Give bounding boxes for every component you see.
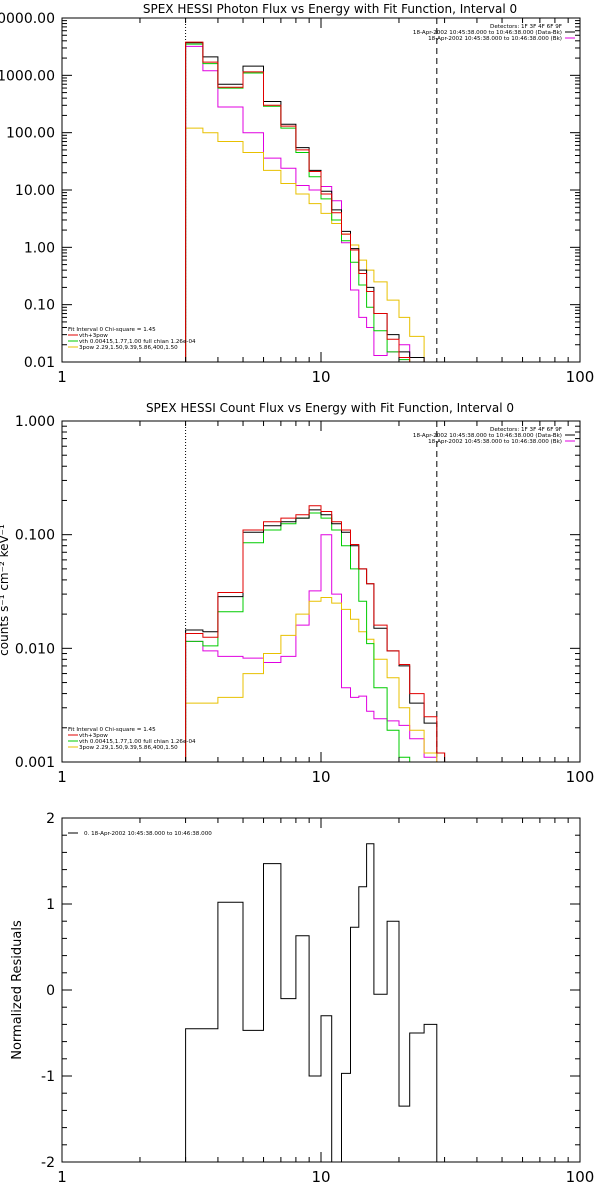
legend-right-entry: 18-Apr-2002 10:45:38.000 to 10:46:38.000…: [413, 30, 562, 36]
legend-left-entry: vth+3pow: [79, 733, 108, 739]
series-total-line: [185, 41, 425, 362]
legend-left-entry: 0. 18-Apr-2002 10:45:38.000 to 10:46:38.…: [84, 831, 212, 837]
y-tick-label: 0.01: [24, 355, 55, 371]
count-flux-panel: SPEX HESSI Count Flux vs Energy with Fit…: [0, 401, 594, 786]
x-tick-label: 100: [566, 768, 595, 786]
legend-left-entry: vth 0.00415,1.77,1.00 full chian 1.26e-0…: [79, 739, 196, 745]
y-tick-label: 0: [46, 983, 55, 999]
y-tick-label: -1: [41, 1069, 55, 1085]
x-tick-label: 10: [311, 1168, 330, 1186]
count-flux-ylabel: counts s⁻¹ cm⁻² keV⁻¹: [0, 524, 11, 656]
legend-left-entry: 3pow 2.29,1.50,9.39,5.86,400,1.50: [79, 745, 178, 751]
x-tick-label: 100: [566, 368, 595, 386]
legend-left-entry: vth 0.00415,1.77,1.00 full chian 1.26e-0…: [79, 339, 196, 345]
legend-left-entry: Fit Interval 0 Chi-square = 1.45: [68, 327, 156, 333]
residuals-panel: Normalized Residuals 1 10 100 -2 -1 0 1 2 0. 18-…: [10, 811, 594, 1186]
y-tick-label: 0000.00: [0, 11, 55, 27]
y-tick-label: 1000.00: [0, 68, 55, 84]
legend-left-entry: vth+3pow: [79, 333, 108, 339]
y-tick-label: 1.000: [15, 414, 55, 430]
y-tick-label: 0.001: [15, 755, 55, 771]
series-total-line: [185, 505, 446, 762]
x-tick-label: 10: [311, 368, 330, 386]
legend-left-entry: 3pow 2.29,1.50,9.39,5.86,400,1.50: [79, 345, 178, 351]
series-powerlaw-line: [185, 597, 446, 762]
photon-flux-title: SPEX HESSI Photon Flux vs Energy with Fi…: [143, 2, 517, 16]
series-data-line: [185, 843, 438, 1162]
y-tick-label: 0.100: [15, 528, 55, 544]
series-layer: [185, 505, 446, 762]
x-tick-label: 1: [57, 368, 67, 386]
count-flux-plot-area: 1 10 100 0.001 0.010 0.100 1.000 Detectors: 1F …: [15, 414, 594, 786]
y-tick-label: 1.00: [24, 240, 55, 256]
legend-left-entry: Fit Interval 0 Chi-square = 1.45: [68, 727, 156, 733]
residuals-plot-area: 1 10 100 -2 -1 0 1 2 0. 18-Apr-2002 10:45:38.000…: [41, 811, 594, 1186]
photon-flux-plot-area: 1 10 100 0.01 0.10 1.00 10.00 100.00 1000.00 0000…: [0, 11, 594, 386]
y-tick-label: 0.010: [15, 641, 55, 657]
y-tick-label: -2: [41, 1155, 55, 1171]
photon-flux-panel: SPEX HESSI Photon Flux vs Energy with Fi…: [0, 2, 594, 386]
legend-right-entry: Detectors: 1F 3F 4F 6F 9F: [490, 24, 562, 30]
y-tick-label: 1: [46, 897, 55, 913]
count-flux-title: SPEX HESSI Count Flux vs Energy with Fit…: [146, 401, 514, 415]
y-tick-label: 100.00: [6, 126, 55, 142]
legend-right-entry: 18-Apr-2002 10:45:38.000 to 10:46:38.000…: [413, 433, 562, 439]
legend-right-entry: 18-Apr-2002 10:45:38.000 to 10:46:38.000…: [428, 439, 562, 445]
x-tick-label: 1: [57, 1168, 67, 1186]
legend-right-entry: Detectors: 1F 3F 4F 6F 9F: [490, 427, 562, 433]
y-tick-label: 2: [46, 811, 55, 827]
series-layer: [185, 41, 425, 362]
x-tick-label: 1: [57, 768, 67, 786]
y-tick-label: 0.10: [24, 298, 55, 314]
x-tick-label: 10: [311, 768, 330, 786]
x-tick-label: 100: [566, 1168, 595, 1186]
series-layer: [185, 843, 438, 1162]
legend-right-entry: 18-Apr-2002 10:45:38.000 to 10:46:38.000…: [428, 36, 562, 42]
y-tick-label: 10.00: [15, 183, 55, 199]
series-powerlaw-line: [185, 127, 425, 362]
residuals-ylabel: Normalized Residuals: [10, 920, 25, 1060]
